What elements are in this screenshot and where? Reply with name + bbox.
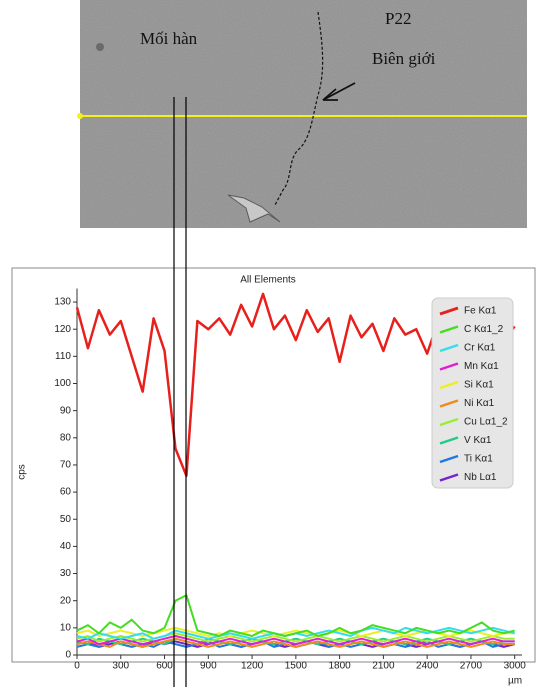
series-line: [76, 634, 515, 646]
y-tick-label: 100: [54, 378, 71, 389]
x-tick-label: 2100: [372, 661, 395, 672]
x-tick-label: 2400: [416, 661, 439, 672]
legend-swatch: [439, 436, 459, 445]
y-axis-label: cps: [17, 464, 28, 480]
legend-label: Cu Lα1_2: [464, 417, 508, 428]
legend-swatch: [439, 343, 459, 353]
legend-swatch: [439, 473, 459, 482]
legend-swatch: [439, 399, 459, 408]
y-tick-label: 130: [54, 297, 71, 308]
y-tick-label: 110: [55, 351, 71, 362]
plot: 0 10 20 30 40 50 60 70 80 90 100 110 120 130 0 300 600 90…: [54, 288, 527, 672]
legend-label: Ni Kα1: [464, 398, 495, 409]
series-line: [76, 637, 515, 648]
y-tick-label: 70: [60, 460, 72, 471]
legend-swatch: [439, 417, 459, 427]
legend: Fe Kα1 C Kα1_2 Cr Kα1 Mn Kα1 Si Kα1 Ni Kα1 Cu …: [431, 297, 514, 489]
legend-label: Si Kα1: [464, 380, 494, 391]
x-tick-label: 300: [112, 661, 129, 672]
x-axis-label: µm: [508, 676, 522, 687]
y-tick-label: 20: [60, 595, 72, 606]
legend-label: Mn Kα1: [464, 361, 499, 372]
sem-image: [77, 0, 527, 228]
x-tick-label: 600: [156, 661, 173, 672]
x-tick-label: 1200: [241, 661, 264, 672]
y-tick-label: 80: [60, 432, 72, 443]
y-tick-label: 40: [60, 541, 72, 552]
x-tick-label: 900: [200, 661, 217, 672]
x-tick-label: 3000: [504, 661, 527, 672]
weld-label: Mối hàn: [140, 29, 198, 48]
series-line: [76, 632, 515, 643]
legend-swatch: [439, 306, 459, 316]
material-label: P22: [385, 9, 411, 28]
y-tick-label: 0: [65, 650, 71, 661]
x-tick-label: 1800: [328, 661, 351, 672]
chart-title: All Elements: [240, 275, 296, 286]
legend-label: Ti Kα1: [464, 454, 493, 465]
legend-label: Fe Kα1: [464, 306, 497, 317]
legend-swatch: [439, 454, 459, 464]
legend-label: Cr Kα1: [464, 343, 496, 354]
overlay: [173, 97, 187, 687]
legend-swatch: [439, 380, 459, 390]
y-tick-label: 120: [54, 324, 71, 335]
y-tick-label: 90: [60, 405, 72, 416]
legend-label: Nb Lα1: [464, 472, 497, 483]
y-tick-label: 10: [60, 622, 72, 633]
legend-label: C Kα1_2: [464, 324, 504, 335]
series-line: [76, 626, 515, 637]
y-tick-label: 30: [60, 568, 72, 579]
boundary-label: Biên giới: [372, 49, 436, 68]
legend-label: V Kα1: [464, 435, 492, 446]
series-line: [76, 594, 515, 637]
y-tick-label: 50: [60, 514, 72, 525]
x-tick-label: 1500: [285, 661, 308, 672]
legend-swatch: [439, 362, 459, 371]
x-tick-label: 2700: [460, 661, 483, 672]
x-tick-label: 0: [74, 661, 80, 672]
y-tick-label: 60: [60, 487, 72, 498]
legend-swatch: [439, 325, 459, 334]
